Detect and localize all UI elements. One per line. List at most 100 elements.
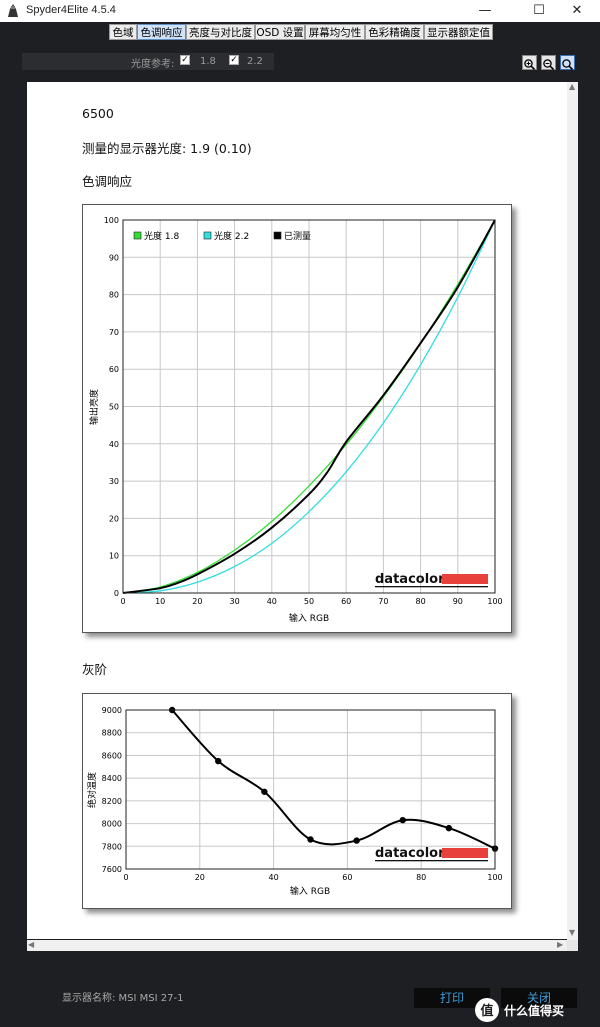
y-tick-label: 7800 [102, 842, 122, 851]
y-tick-label: 8200 [102, 797, 122, 806]
grayscale-chart: 0 20 40 60 80 100 7600 7800 8000 8200 8400 8600 8800… [86, 706, 503, 897]
datacolor-logo-text: datacolor [375, 572, 445, 587]
monitor-name-label: 显示器名称: MSI MSI 27-1 [62, 993, 184, 1004]
zoom-in-button[interactable] [522, 55, 537, 71]
x-tick-label: 90 [453, 597, 463, 606]
y-tick-label: 20 [109, 514, 119, 523]
zoom-fit-button[interactable] [560, 55, 575, 71]
scrollbar-corner [567, 940, 578, 951]
x-tick-label: 0 [123, 873, 128, 882]
x-tick-label: 20 [195, 873, 205, 882]
zoom-fit-icon [562, 59, 574, 71]
smzdm-logo-icon: 值 [475, 998, 499, 1022]
vertical-scrollbar[interactable]: ▲ ▼ [567, 82, 578, 940]
scroll-down-icon[interactable]: ▼ [569, 928, 576, 937]
y-tick-label: 8400 [102, 774, 122, 783]
zoom-in-icon [524, 59, 536, 71]
legend-swatch-0 [133, 231, 142, 240]
y-tick-label: 100 [104, 216, 119, 225]
tone-response-chart: 0 10 20 30 40 50 60 70 80 90 100 0 10 20 30 40 50 60 70 80 9… [88, 216, 503, 624]
gamma-1-8-value: 1.8 [200, 56, 216, 67]
tab-gamut[interactable]: 色域 [109, 24, 137, 40]
tab-brightness-contrast[interactable]: 亮度与对比度 [186, 24, 255, 40]
tab-tone-response[interactable]: 色调响应 [137, 24, 186, 40]
close-window-button[interactable]: ✕ [571, 3, 583, 18]
window-title: Spyder4Elite 4.5.4 [26, 4, 116, 16]
grayscale-chart-frame: 0 20 40 60 80 100 7600 7800 8000 8200 8400 8600 8800… [82, 693, 512, 909]
y-tick-label: 10 [109, 552, 119, 561]
smzdm-watermark-text: 什么值得买 [504, 1004, 565, 1018]
measured-gamma-line: 测量的显示器光度: 1.9 (0.10) [82, 141, 252, 156]
data-point [261, 788, 268, 795]
gamma-2-2-checkbox[interactable]: ✓ [229, 55, 239, 65]
legend-label-1: 光度 2.2 [214, 230, 249, 242]
y-tick-label: 8600 [102, 751, 122, 760]
legend-swatch-1 [203, 231, 212, 240]
gray-y-axis-label: 绝对温度 [86, 772, 98, 808]
print-button[interactable]: 打印 [414, 988, 490, 1008]
x-tick-label: 40 [267, 597, 277, 606]
smzdm-watermark: 值 什么值得买 [474, 996, 596, 1024]
x-tick-label: 20 [192, 597, 202, 606]
y-tick-label: 7600 [102, 865, 122, 874]
y-tick-label: 70 [109, 328, 119, 337]
data-point [399, 816, 406, 824]
gray-x-axis-label: 输入 RGB [290, 885, 330, 897]
tone-response-chart-frame: 0 10 20 30 40 50 60 70 80 90 100 0 10 20 30 40 50 60 70 80 9… [82, 204, 512, 633]
gamma-reference-label: 光度参考: [131, 59, 175, 70]
report-page: 6500 测量的显示器光度: 1.9 (0.10) 色调响应 0 10 20 30 40… [27, 82, 567, 939]
tab-monitor-rating[interactable]: 显示器额定值 [424, 24, 493, 40]
x-tick-label: 10 [155, 597, 165, 606]
y-tick-label: 40 [109, 440, 119, 449]
x-tick-label: 60 [342, 873, 352, 882]
white-point-value: 6500 [82, 106, 114, 121]
zoom-out-icon [543, 59, 555, 71]
minimize-button[interactable]: — [478, 3, 492, 18]
tone-y-axis-label: 输出亮度 [88, 389, 100, 425]
x-tick-label: 60 [341, 597, 351, 606]
close-button[interactable]: 关闭 [501, 988, 577, 1008]
svg-text:值: 值 [480, 1003, 493, 1019]
title-bar: Spyder4Elite 4.5.4 — ☐ ✕ [0, 0, 600, 22]
x-tick-label: 80 [416, 597, 426, 606]
series-line-2 [122, 219, 496, 594]
datacolor-logo: datacolor [375, 846, 488, 862]
tab-color-accuracy[interactable]: 色彩精确度 [365, 24, 424, 40]
y-tick-label: 80 [109, 291, 119, 300]
tone-x-axis-label: 输入 RGB [289, 612, 329, 624]
x-tick-label: 100 [487, 597, 502, 606]
x-tick-label: 70 [378, 597, 388, 606]
tab-osd-settings[interactable]: OSD 设置 [255, 24, 305, 40]
tab-screen-uniformity[interactable]: 屏幕均匀性 [305, 24, 365, 40]
scroll-left-icon[interactable]: ◀ [28, 940, 35, 949]
datacolor-logo-text: datacolor [375, 846, 445, 861]
legend-label-2: 已测量 [284, 231, 311, 242]
x-tick-label: 30 [230, 597, 240, 606]
scroll-up-icon[interactable]: ▲ [569, 82, 576, 91]
data-point [215, 757, 222, 765]
data-point [353, 837, 360, 844]
data-point [445, 824, 453, 832]
x-tick-label: 50 [304, 597, 314, 606]
datacolor-logo: datacolor [375, 572, 488, 588]
maximize-button[interactable]: ☐ [533, 3, 545, 18]
legend-swatch-2 [273, 231, 282, 240]
scroll-right-icon[interactable]: ▶ [557, 940, 564, 949]
spyder-app-icon [8, 4, 18, 17]
data-point [307, 836, 314, 843]
legend-label-0: 光度 1.8 [144, 230, 179, 242]
y-tick-label: 8000 [102, 820, 122, 829]
tone-response-heading: 色调响应 [82, 174, 133, 189]
zoom-out-button[interactable] [541, 55, 556, 71]
horizontal-scrollbar[interactable]: ◀ ▶ [27, 940, 567, 951]
y-tick-label: 30 [109, 477, 119, 486]
y-tick-label: 0 [114, 589, 119, 598]
x-tick-label: 100 [487, 873, 502, 882]
series-line-1 [122, 219, 496, 594]
gamma-1-8-checkbox[interactable]: ✓ [180, 55, 190, 65]
y-tick-label: 60 [109, 365, 119, 374]
y-tick-label: 9000 [102, 706, 122, 715]
y-tick-label: 8800 [102, 729, 122, 738]
gamma-reference-strip [22, 53, 274, 70]
x-tick-label: 40 [269, 873, 279, 882]
